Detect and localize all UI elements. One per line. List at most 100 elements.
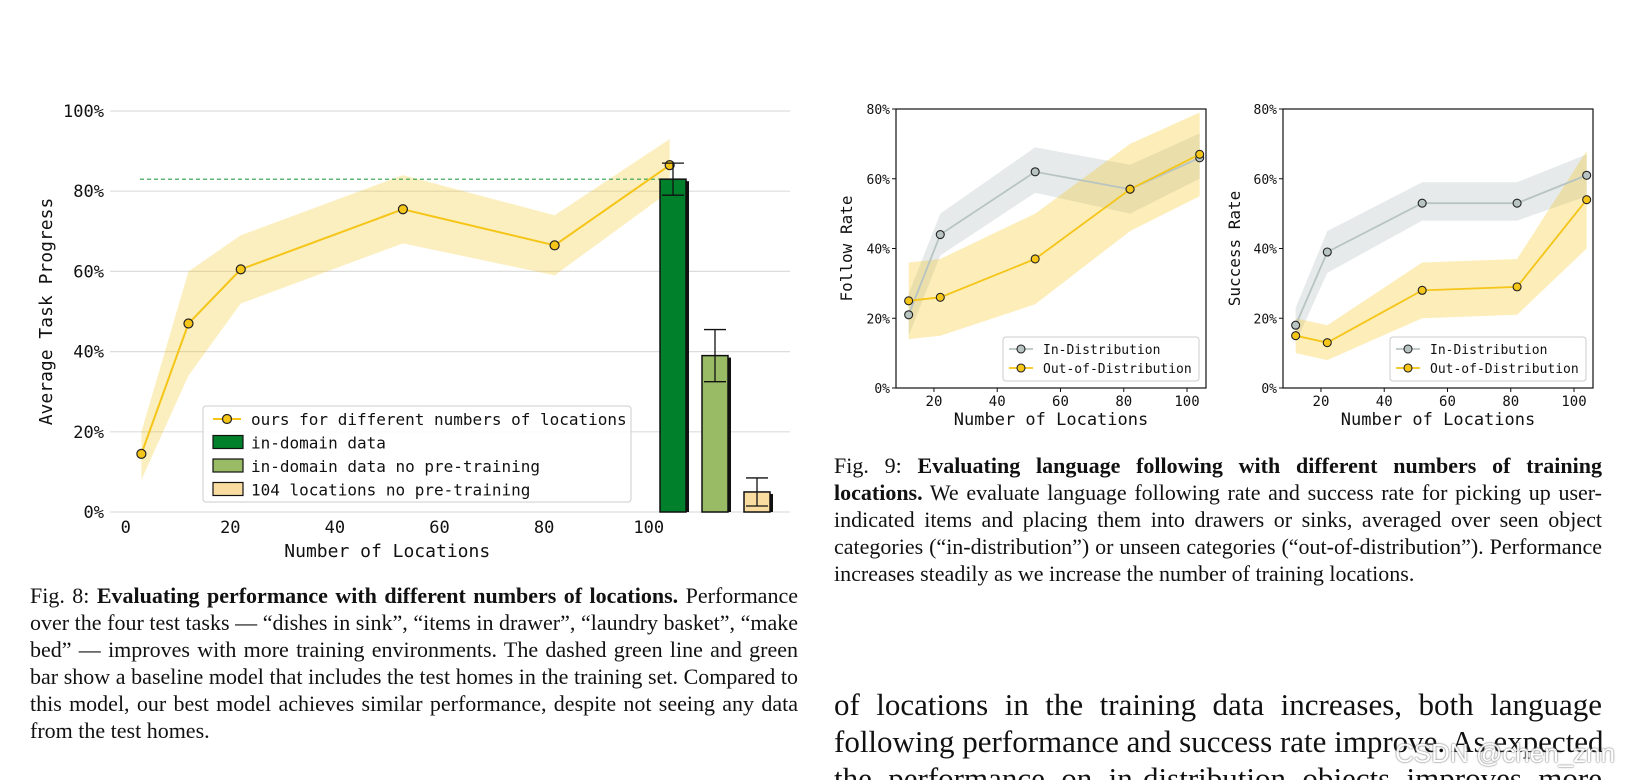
fig9-y-tick-label: 20% [1254,312,1278,327]
fig8-data-point [136,448,147,459]
fig9-data-point [1195,149,1205,159]
fig8-legend-label: 104 locations no pre-training [251,481,530,500]
figure-8-chart: 0% 20% 40% 60% 80% 100% 0 20 40 60 80 100 Number of … [36,102,790,562]
fig9-legend-label: In-Distribution [1043,343,1160,358]
figure-8-caption-text: Performance over the four test tasks — “… [30,583,798,743]
fig9-y-tick-label: 40% [1254,243,1278,258]
fig9-y-tick-label: 0% [874,382,890,397]
fig8-legend-box [202,405,632,503]
fig9-x-tick-label: 100 [1561,394,1586,410]
fig8-legend-marker [221,413,233,425]
fig9-data-point [904,296,914,306]
fig8-y-tick-label: 80% [73,182,104,202]
fig9-y-axis-label: Success Rate [1225,191,1244,307]
fig9-legend-marker [1403,344,1413,354]
fig9-confidence-band [1295,150,1587,361]
fig8-x-tick-label: 100 [633,518,664,538]
fig8-legend-label: ours for different numbers of locations [251,410,627,429]
fig9-x-tick-label: 100 [1174,394,1199,410]
fig8-legend-label: in-domain data [251,434,386,453]
fig8-y-tick-label: 40% [73,343,104,363]
fig9-y-tick-label: 0% [1261,382,1277,397]
fig8-x-tick-label: 20 [220,518,240,538]
fig8-data-point [549,240,560,251]
fig9-x-tick-label: 20 [926,394,943,410]
fig9-y-tick-label: 60% [1254,173,1278,188]
fig9-data-point [1030,254,1040,264]
fig8-x-tick-label: 0 [121,518,131,538]
fig9-y-axis-label: Follow Rate [837,196,856,302]
fig9-data-point [1512,282,1522,292]
fig8-x-tick-label: 80 [534,518,554,538]
fig8-x-tick-label: 60 [429,518,449,538]
fig9-legend-marker [1403,363,1413,373]
figure-9-follow-rate-chart: 0% 20% 40% 60% 80% 20 40 60 80 100 Number of Locat… [837,103,1207,430]
fig9-x-tick-label: 60 [1439,394,1456,410]
figure-8-caption-title: Evaluating performance with different nu… [96,583,679,608]
fig8-y-tick-label: 100% [63,102,104,122]
figure-8-caption: Fig. 8: Evaluating performance with diff… [30,582,798,744]
fig9-plot-frame [895,108,1207,389]
fig8-y-axis-label: Average Task Progress [36,198,57,426]
fig9-data-point [1582,170,1592,180]
fig9-legend-label: Out-of-Distribution [1043,362,1192,377]
fig9-data-point [1417,285,1427,295]
fig9-x-tick-label: 60 [1052,394,1069,410]
fig9-y-tick-label: 60% [867,173,891,188]
fig9-legend-marker [1016,363,1026,373]
fig8-legend-bar-swatch [212,458,244,473]
fig8-y-tick-label: 60% [73,262,104,282]
fig9-data-point [1030,167,1040,177]
body-paragraph: of locations in the training data increa… [834,686,1602,780]
fig9-legend-box [1002,336,1200,382]
fig9-x-tick-label: 40 [1376,394,1393,410]
fig9-legend-marker [1016,344,1026,354]
figure-9-caption-label: Fig. 9: [834,453,918,478]
fig8-legend-bar-swatch [212,434,244,450]
fig9-x-axis-label: Number of Locations [1341,410,1535,430]
fig9-x-tick-label: 20 [1313,394,1330,410]
fig8-bar [659,178,687,513]
fig8-legend-label: in-domain data no pre-training [251,457,540,476]
figure-9-caption: Fig. 9: Evaluating language following wi… [834,452,1602,587]
fig8-y-tick-label: 20% [73,423,104,443]
fig8-x-tick-label: 40 [325,518,345,538]
fig9-data-point [935,292,945,302]
body-line-1: of locations in the training data increa… [834,687,1602,722]
fig9-data-point [1125,184,1135,194]
figure-9-success-rate-chart: 0% 20% 40% 60% 80% 20 40 60 80 100 Number of Locat… [1225,103,1594,430]
fig8-x-axis-label: Number of Locations [284,541,490,562]
fig8-data-point [183,318,194,329]
fig9-data-point [1582,195,1592,205]
body-line-3: the performance on in-distribution objec… [834,761,1602,780]
fig9-data-point [1512,198,1522,208]
fig8-data-point [397,204,409,215]
fig9-confidence-band [908,112,1200,340]
fig9-data-point [1291,320,1301,330]
fig9-y-tick-label: 40% [867,243,891,258]
fig9-x-tick-label: 80 [1115,394,1132,410]
fig9-x-axis-label: Number of Locations [954,410,1148,430]
fig9-data-point [1417,198,1427,208]
fig9-data-point [1322,338,1332,348]
figure-9-caption-text: We evaluate language following rate and … [834,480,1602,586]
fig8-legend-bar-swatch [212,481,244,497]
fig9-x-tick-label: 40 [989,394,1006,410]
fig9-y-tick-label: 80% [1254,103,1278,118]
fig9-data-point [935,230,945,240]
fig9-confidence-band [908,133,1200,336]
fig9-y-tick-label: 20% [867,312,891,327]
fig9-data-point [1291,331,1301,341]
fig9-x-tick-label: 80 [1502,394,1519,410]
fig9-plot-frame [1282,108,1594,389]
fig8-y-tick-label: 0% [84,503,104,523]
fig8-data-point [235,264,246,275]
fig9-y-tick-label: 80% [867,103,891,118]
fig9-data-point [1322,247,1332,257]
fig8-series-line [140,164,671,455]
figure-9-caption-title: Evaluating language following with diffe… [834,453,1602,505]
figure-8-caption-label: Fig. 8: [30,583,97,608]
fig8-confidence-band [141,139,670,480]
fig9-legend-label: In-Distribution [1430,343,1547,358]
